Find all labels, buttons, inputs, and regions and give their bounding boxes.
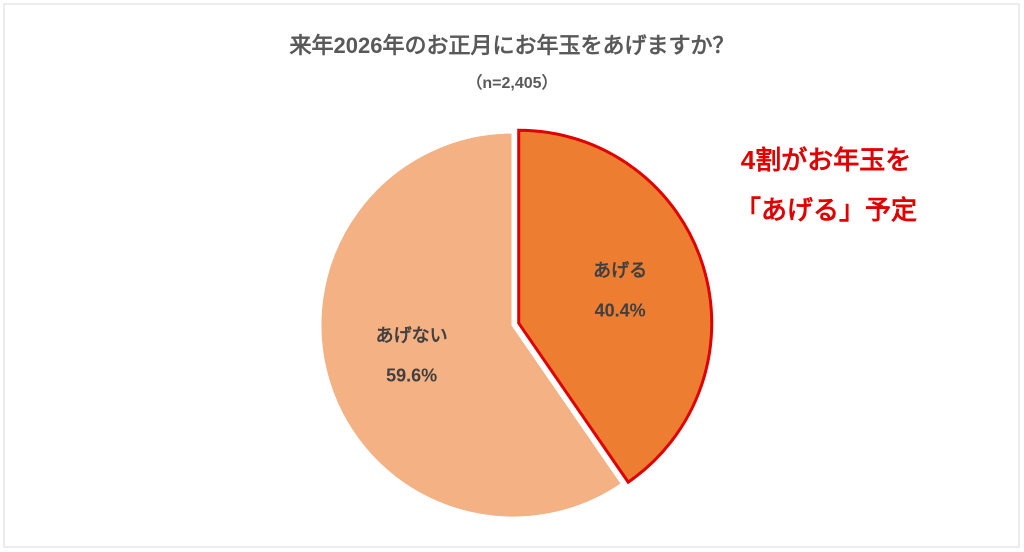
slice-label: あげる <box>593 260 647 280</box>
value-label: 59.6% <box>386 365 437 385</box>
pie-slice <box>318 130 625 520</box>
slice-label: あげない <box>376 325 448 345</box>
chart-subtitle: （n=2,405） <box>466 74 557 92</box>
chart-title: 来年2026年のお正月にお年玉をあげますか？ <box>289 33 735 58</box>
annotation: 4割がお年玉を <box>741 145 911 175</box>
annotation: 「あげる」予定 <box>735 195 917 225</box>
pie-slice <box>517 128 714 485</box>
value-label: 40.4% <box>595 300 646 320</box>
